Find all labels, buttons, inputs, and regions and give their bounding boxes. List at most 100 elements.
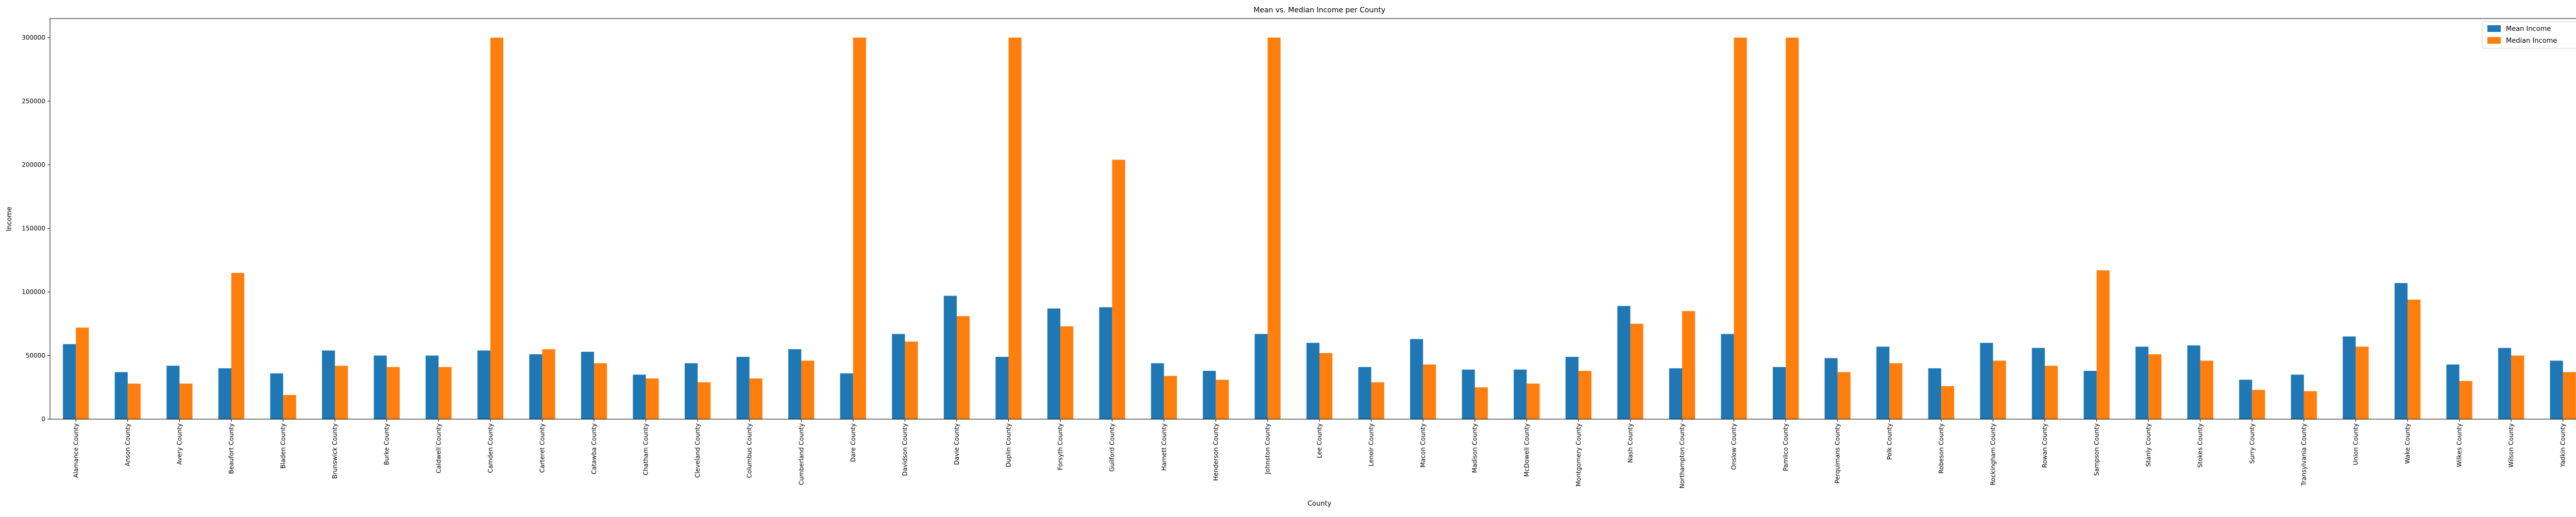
y-tick-label: 50000 [26, 352, 45, 359]
bar-median-12 [698, 382, 711, 419]
bar-mean-12 [685, 363, 698, 419]
bar-mean-2 [166, 366, 180, 419]
x-tick-label: Perquimans County [1834, 423, 1841, 484]
bar-median-19 [1060, 326, 1074, 419]
bar-mean-42 [2239, 380, 2252, 419]
y-tick-label: 300000 [22, 34, 45, 41]
bar-median-35 [1889, 363, 1903, 419]
bar-median-37 [1993, 360, 2006, 419]
bar-median-2 [179, 383, 193, 419]
bar-median-15 [853, 38, 866, 420]
bar-median-17 [957, 316, 970, 419]
bar-median-36 [1941, 386, 1954, 419]
x-tick-label: Brunswick County [331, 423, 338, 479]
bar-mean-46 [2446, 364, 2460, 419]
x-tick-label: Rowan County [2041, 423, 2048, 468]
bar-mean-39 [2083, 371, 2097, 419]
bar-mean-27 [1462, 369, 1475, 419]
x-tick-label: Northampton County [1679, 423, 1686, 488]
bar-mean-45 [2394, 283, 2408, 419]
bar-median-7 [438, 367, 452, 419]
bar-mean-30 [1617, 306, 1631, 419]
bar-median-42 [2252, 390, 2265, 419]
bar-median-43 [2303, 391, 2317, 419]
bar-median-48 [2563, 372, 2576, 419]
x-tick-label: Rockingham County [1989, 423, 1996, 485]
x-tick-label: Avery County [176, 423, 183, 465]
bar-median-3 [231, 272, 245, 419]
x-tick-label: Alamance County [72, 423, 79, 478]
bar-median-34 [1837, 372, 1851, 419]
bar-median-47 [2511, 355, 2524, 419]
bar-median-46 [2459, 381, 2472, 419]
x-tick-label: Catawba County [590, 423, 598, 474]
bar-mean-19 [1047, 308, 1061, 419]
bar-mean-40 [2136, 347, 2149, 419]
bar-median-30 [1630, 323, 1643, 419]
x-tick-label: Chatham County [642, 423, 650, 475]
x-tick-label: Henderson County [1212, 423, 1219, 481]
bar-mean-36 [1928, 368, 1941, 419]
bar-mean-41 [2187, 345, 2200, 419]
legend: Mean Income Median Income [2482, 21, 2576, 49]
x-axis-ticks: Alamance County Anson County Avery County B… [72, 419, 2567, 488]
bar-median-14 [801, 360, 815, 419]
bar-median-27 [1475, 387, 1488, 419]
bar-mean-10 [581, 352, 594, 419]
x-tick-label: Columbus County [746, 423, 753, 478]
bar-median-32 [1734, 38, 1747, 420]
x-tick-label: Lee County [1316, 423, 1323, 458]
bar-median-41 [2200, 360, 2213, 419]
bar-median-45 [2408, 299, 2421, 419]
bar-mean-34 [1824, 358, 1838, 419]
bar-mean-15 [840, 373, 853, 419]
bar-mean-0 [63, 344, 76, 419]
bar-median-31 [1682, 311, 1696, 419]
bar-mean-35 [1876, 347, 1890, 419]
legend-box [2482, 21, 2576, 49]
bar-median-22 [1215, 380, 1229, 419]
x-tick-label: Camden County [487, 423, 494, 473]
legend-swatch-median [2487, 37, 2501, 44]
bar-mean-38 [2031, 348, 2045, 419]
bar-mean-5 [322, 350, 335, 419]
bar-mean-22 [1202, 371, 1216, 419]
bar-mean-44 [2343, 336, 2356, 419]
x-tick-label: Transylvania County [2300, 423, 2308, 486]
legend-swatch-mean [2487, 25, 2501, 32]
bar-mean-48 [2550, 360, 2563, 419]
bar-mean-43 [2291, 374, 2304, 419]
bar-mean-28 [1514, 369, 1527, 419]
x-tick-label: Robeson County [1938, 423, 1945, 474]
bar-mean-7 [426, 355, 439, 419]
bar-median-0 [76, 328, 89, 419]
bar-median-44 [2355, 347, 2369, 419]
bar-mean-9 [529, 354, 543, 419]
x-tick-label: Anson County [124, 423, 131, 467]
bar-mean-20 [1099, 307, 1112, 419]
x-tick-label: Bladen County [280, 423, 287, 469]
x-tick-label: Macon County [1419, 423, 1427, 468]
bar-mean-25 [1358, 367, 1371, 419]
bars-group [63, 38, 2576, 420]
plot-frame [49, 18, 2576, 420]
bar-median-29 [1578, 371, 1591, 419]
y-axis-label: Income [6, 206, 13, 231]
bar-mean-33 [1773, 367, 1786, 419]
bar-mean-14 [788, 349, 802, 419]
bar-median-13 [749, 378, 762, 419]
x-tick-label: Montgomery County [1575, 423, 1582, 487]
x-tick-label: Surry County [2248, 423, 2256, 464]
x-tick-label: McDowell County [1523, 423, 1530, 477]
bar-mean-8 [477, 350, 490, 419]
bar-median-23 [1267, 38, 1281, 420]
x-tick-label: Davidson County [901, 423, 908, 476]
bar-median-16 [905, 341, 918, 419]
x-tick-label: Wake County [2404, 423, 2411, 464]
bar-mean-16 [892, 334, 905, 419]
y-axis-ticks: 0 50000 100000 150000 200000 250000 300000 [22, 34, 50, 423]
x-tick-label: Stokes County [2197, 423, 2204, 468]
chart-title: Mean vs. Median Income per County [1253, 6, 1385, 14]
